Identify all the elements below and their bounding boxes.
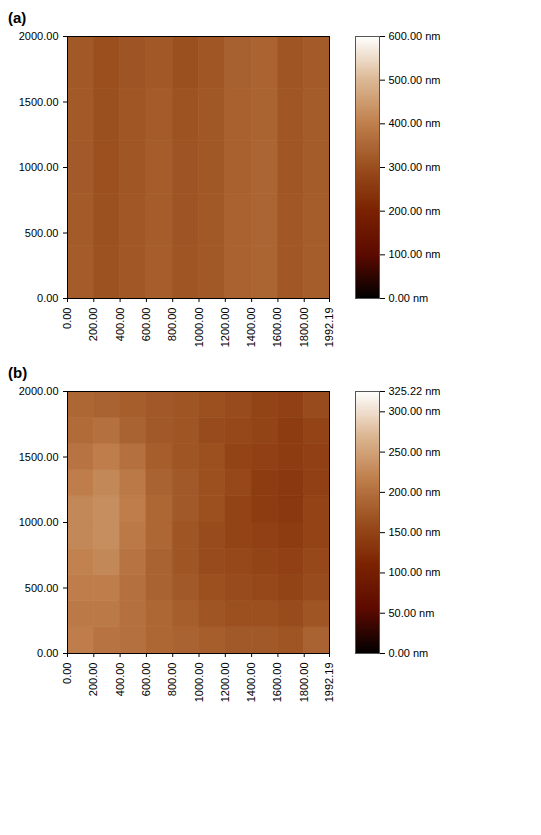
svg-text:1992.19: 1992.19 (323, 663, 335, 703)
svg-text:200.00: 200.00 (87, 308, 99, 342)
svg-text:800.00: 800.00 (166, 308, 178, 342)
svg-text:1992.19: 1992.19 (323, 308, 335, 348)
svg-text:500.00: 500.00 (25, 227, 59, 239)
svg-text:1600.00: 1600.00 (271, 663, 283, 703)
svg-text:400.00: 400.00 (114, 308, 126, 342)
svg-text:250.00 nm: 250.00 nm (389, 446, 441, 458)
svg-text:1600.00: 1600.00 (271, 308, 283, 348)
svg-text:0.00: 0.00 (37, 292, 58, 304)
svg-text:300.00 nm: 300.00 nm (389, 161, 441, 173)
svg-text:1500.00: 1500.00 (19, 96, 59, 108)
svg-text:200.00 nm: 200.00 nm (389, 205, 441, 217)
html-text:(b): (b) (8, 364, 28, 381)
svg-text:0.00: 0.00 (37, 647, 58, 659)
svg-text:600.00: 600.00 (140, 663, 152, 697)
svg-text:1400.00: 1400.00 (245, 663, 257, 703)
svg-text:500.00: 500.00 (25, 582, 59, 594)
svg-text:800.00: 800.00 (166, 663, 178, 697)
svg-text:325.22 nm: 325.22 nm (389, 385, 441, 397)
svg-text:2000.00: 2000.00 (19, 385, 59, 397)
svg-text:0.00: 0.00 (61, 663, 73, 684)
svg-text:100.00 nm: 100.00 nm (389, 248, 441, 260)
svg-text:400.00 nm: 400.00 nm (389, 117, 441, 129)
svg-text:1800.00: 1800.00 (298, 308, 310, 348)
svg-text:0.00 nm: 0.00 nm (389, 292, 429, 304)
svg-text:200.00: 200.00 (87, 663, 99, 697)
svg-text:300.00 nm: 300.00 nm (389, 405, 441, 417)
svg-text:200.00 nm: 200.00 nm (389, 486, 441, 498)
svg-text:50.00 nm: 50.00 nm (389, 607, 435, 619)
svg-text:0.00: 0.00 (61, 308, 73, 329)
svg-text:500.00 nm: 500.00 nm (389, 74, 441, 86)
html-text:(a): (a) (8, 9, 27, 26)
svg-text:100.00 nm: 100.00 nm (389, 566, 441, 578)
svg-text:600.00: 600.00 (140, 308, 152, 342)
svg-text:1500.00: 1500.00 (19, 451, 59, 463)
svg-text:1400.00: 1400.00 (245, 308, 257, 348)
svg-text:1800.00: 1800.00 (298, 663, 310, 703)
svg-text:1000.00: 1000.00 (19, 516, 59, 528)
svg-text:1200.00: 1200.00 (219, 663, 231, 703)
svg-text:1000.00: 1000.00 (193, 308, 205, 348)
svg-text:400.00: 400.00 (114, 663, 126, 697)
svg-text:1000.00: 1000.00 (193, 663, 205, 703)
svg-text:150.00 nm: 150.00 nm (389, 526, 441, 538)
svg-text:600.00 nm: 600.00 nm (389, 30, 441, 42)
svg-text:2000.00: 2000.00 (19, 30, 59, 42)
svg-text:0.00 nm: 0.00 nm (389, 647, 429, 659)
svg-text:1200.00: 1200.00 (219, 308, 231, 348)
svg-text:1000.00: 1000.00 (19, 161, 59, 173)
